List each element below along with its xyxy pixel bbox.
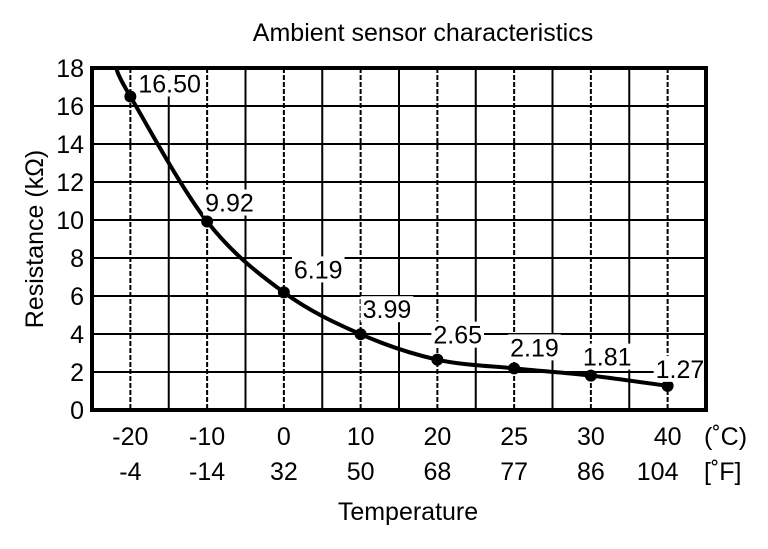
x-tick-label-celsius: 0 (277, 423, 291, 451)
data-point (201, 215, 214, 228)
plot-frame (90, 66, 708, 412)
x-tick-label-fahrenheit: 86 (577, 458, 605, 486)
data-point (508, 362, 521, 375)
data-label: 2.19 (510, 334, 559, 362)
x-tick-label-celsius: 25 (500, 423, 528, 451)
chart-title: Ambient sensor characteristics (253, 19, 593, 47)
y-tick-label: 16 (56, 93, 84, 121)
x-tick-label-celsius: 30 (577, 423, 605, 451)
data-point (354, 328, 367, 341)
x-axis-label: Temperature (338, 498, 478, 526)
y-tick-label: 2 (70, 359, 84, 387)
data-point (584, 369, 597, 382)
series-line (114, 67, 668, 388)
x-tick-label-fahrenheit: 50 (347, 458, 375, 486)
x-tick-label-fahrenheit: 104 (637, 458, 679, 486)
y-tick-labels: 0 2 4 6 8 10 12 14 16 18 (56, 55, 84, 425)
data-label: 9.92 (205, 190, 254, 218)
data-point (277, 286, 290, 299)
data-point (661, 379, 674, 392)
data-label: 6.19 (294, 256, 343, 284)
x-unit-celsius: (˚C) (704, 423, 747, 451)
data-points: 16.50 9.92 6.19 3.99 2.65 2.19 1.81 1.27 (124, 70, 707, 392)
x-tick-label-celsius: 20 (423, 423, 451, 451)
data-label-background (136, 70, 203, 97)
x-unit-fahrenheit: [˚F] (704, 458, 742, 486)
y-tick-label: 18 (56, 55, 84, 83)
y-tick-label: 0 (70, 397, 84, 425)
curve-path (114, 67, 668, 388)
data-label: 1.81 (583, 344, 632, 372)
data-label: 1.27 (656, 356, 705, 384)
y-tick-label: 8 (70, 245, 84, 273)
data-label-background (291, 256, 345, 283)
y-tick-label: 14 (56, 131, 84, 159)
x-tick-label-fahrenheit: 32 (270, 458, 298, 486)
y-tick-label: 6 (70, 283, 84, 311)
data-label-background (431, 321, 485, 348)
data-label-background (508, 334, 561, 361)
y-tick-label: 12 (56, 169, 84, 197)
x-tick-labels: -20 -4 -10 -14 0 32 10 50 20 68 25 77 30 86 40 104 (112, 423, 681, 486)
x-tick-label-fahrenheit: 77 (500, 458, 528, 486)
data-label-background (360, 296, 414, 323)
data-label: 3.99 (363, 296, 412, 324)
data-point (431, 353, 444, 366)
x-tick-label-fahrenheit: -4 (119, 458, 141, 486)
y-tick-label: 10 (56, 207, 84, 235)
data-label: 16.50 (138, 71, 201, 99)
x-tick-label-celsius: -20 (112, 423, 148, 451)
data-label: 2.65 (433, 322, 482, 350)
x-tick-label-fahrenheit: 68 (423, 458, 451, 486)
data-label-background (203, 189, 256, 216)
x-tick-label-fahrenheit: -14 (189, 458, 225, 486)
data-label-background (653, 355, 707, 382)
x-tick-label-celsius: 10 (347, 423, 375, 451)
y-tick-label: 4 (70, 321, 84, 349)
data-point (124, 90, 137, 103)
y-axis-label: Resistance (kΩ) (21, 150, 49, 328)
data-label-background (580, 343, 634, 370)
x-tick-label-celsius: 40 (654, 423, 682, 451)
x-tick-label-celsius: -10 (189, 423, 225, 451)
